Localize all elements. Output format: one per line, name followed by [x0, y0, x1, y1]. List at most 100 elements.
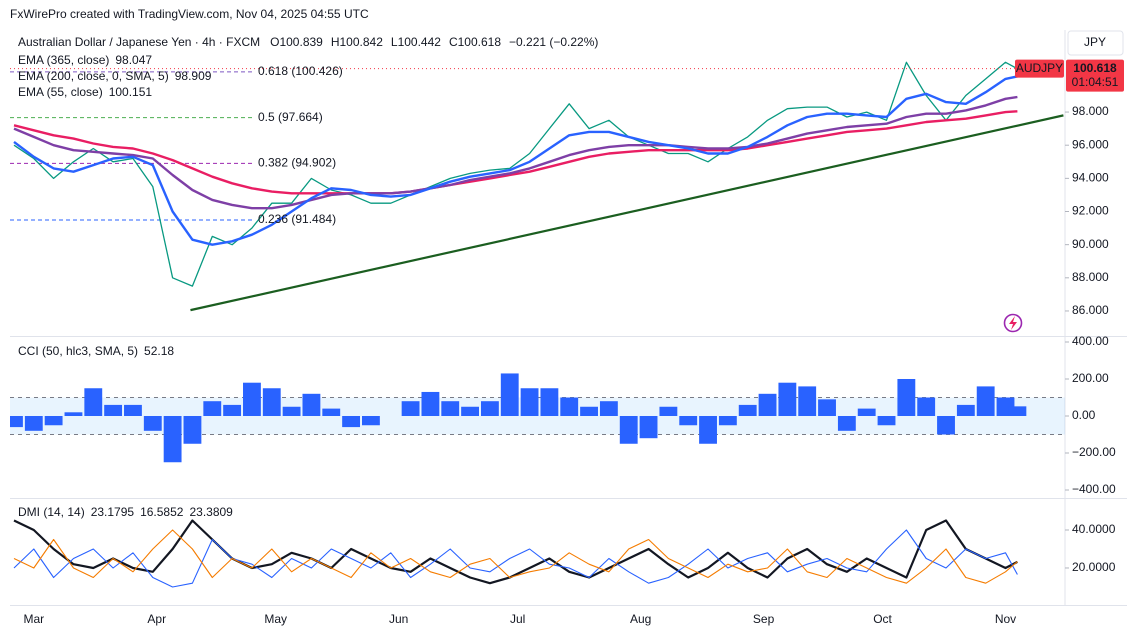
price-tag	[1066, 59, 1124, 92]
cci-bar	[580, 406, 598, 417]
cci-bar	[421, 391, 440, 417]
fib-level-label: 0.618 (100.426)	[258, 64, 343, 78]
y-tick-label: 20.0000	[1072, 560, 1116, 574]
y-tick-label: 96.000	[1072, 137, 1109, 151]
legend-value: 98.047	[115, 53, 152, 67]
dmi-line	[13, 519, 1018, 585]
cci-bar	[104, 404, 123, 417]
cci-bar	[322, 408, 341, 417]
y-tick-label: −200.00	[1072, 445, 1116, 459]
indicator-title: DMI (14, 14)	[18, 505, 85, 519]
fib-level-label: 0.236 (91.484)	[258, 212, 336, 226]
y-tick-label: 200.00	[1072, 371, 1109, 385]
cci-bar	[223, 404, 242, 417]
cci-bar	[758, 393, 777, 417]
symbol-tag	[1015, 59, 1064, 78]
x-tick-label: Jul	[510, 612, 525, 626]
cci-bar	[282, 406, 301, 417]
cci-bar	[262, 388, 281, 417]
x-tick-label: Mar	[23, 612, 44, 626]
cci-bar	[44, 416, 63, 426]
cci-bar	[461, 406, 479, 417]
ohlc-value: O100.839	[270, 35, 323, 49]
ema-line	[13, 75, 1018, 246]
cci-bar	[480, 401, 499, 417]
legend-value: 98.909	[175, 69, 212, 83]
cci-bar	[679, 416, 698, 426]
trendline	[190, 114, 1064, 312]
price-change: −0.221 (−0.22%)	[509, 35, 598, 49]
cci-bar	[818, 399, 836, 417]
plot-area	[10, 373, 1065, 463]
y-tick-label: 0.00	[1072, 408, 1096, 422]
ema-line	[13, 95, 1018, 210]
plot-area	[13, 519, 1018, 588]
cci-bar	[540, 388, 559, 417]
cci-bar	[976, 386, 995, 417]
cci-bar	[699, 416, 717, 444]
ohlc-value: C100.618	[449, 35, 501, 49]
fib-level-label: 0.382 (94.902)	[258, 156, 336, 170]
legend-name: EMA (365, close)	[18, 53, 109, 67]
ohlc-value: H100.842	[331, 35, 383, 49]
legend-name: EMA (55, close)	[18, 85, 103, 99]
cci-bar	[917, 397, 936, 417]
cci-bar	[857, 408, 876, 417]
y-tick-label: 88.000	[1072, 270, 1109, 284]
cci-bar	[659, 406, 678, 417]
cci-bar	[163, 416, 182, 463]
y-tick-label: 400.00	[1072, 334, 1109, 348]
indicator-title: CCI (50, hlc3, SMA, 5)	[18, 344, 138, 358]
y-tick-label: 98.000	[1072, 104, 1109, 118]
legend-value: 100.151	[109, 85, 153, 99]
cci-bar	[560, 397, 579, 417]
cci-bar	[877, 416, 896, 426]
cci-bar	[639, 416, 658, 439]
cci-bar	[203, 401, 222, 417]
cci-bar	[302, 393, 321, 417]
cci-bar	[500, 373, 519, 417]
cci-bar	[837, 416, 856, 431]
y-tick-label: 86.000	[1072, 303, 1109, 317]
x-tick-label: Aug	[630, 612, 651, 626]
currency-box[interactable]	[1067, 30, 1124, 56]
indicator-value: 23.3809	[189, 505, 233, 519]
x-tick-label: Oct	[873, 612, 892, 626]
cci-bar	[599, 401, 618, 417]
cci-bar	[619, 416, 638, 444]
symbol-tag-label: AUDJPY	[1016, 61, 1063, 75]
x-tick-label: May	[264, 612, 287, 626]
cci-bar	[124, 404, 142, 417]
cci-bar	[956, 404, 975, 417]
cci-bar	[798, 386, 817, 417]
cci-bar	[1008, 406, 1027, 417]
plot-area	[10, 61, 1065, 312]
source-credit: FxWirePro created with TradingView.com, …	[10, 7, 369, 21]
x-tick-label: Nov	[995, 612, 1016, 626]
indicator-value: 52.18	[144, 344, 174, 358]
dmi-line	[13, 529, 1018, 584]
currency: JPY	[1084, 35, 1106, 49]
cci-bar	[183, 416, 202, 444]
price-tag-value: 100.618	[1073, 61, 1117, 75]
x-tick-label: Apr	[147, 612, 166, 626]
y-tick-label: −400.00	[1072, 482, 1116, 496]
legend-name: EMA (200, close, 0, SMA, 5)	[18, 69, 169, 83]
cci-bar	[778, 382, 797, 417]
cci-bar	[84, 388, 103, 417]
cci-bar	[243, 382, 261, 417]
y-tick-label: 90.000	[1072, 237, 1109, 251]
fib-level-label: 0.5 (97.664)	[258, 110, 323, 124]
cci-bar	[24, 416, 43, 431]
cci-bar	[441, 401, 460, 417]
cci-bar	[520, 388, 539, 417]
y-tick-label: 92.000	[1072, 204, 1109, 218]
indicator-value: 16.5852	[140, 505, 184, 519]
cci-bar	[897, 378, 916, 417]
y-tick-label: 40.0000	[1072, 522, 1116, 536]
alert-icon[interactable]	[1003, 313, 1023, 333]
indicator-value: 23.1795	[91, 505, 135, 519]
cci-bar	[718, 416, 737, 426]
